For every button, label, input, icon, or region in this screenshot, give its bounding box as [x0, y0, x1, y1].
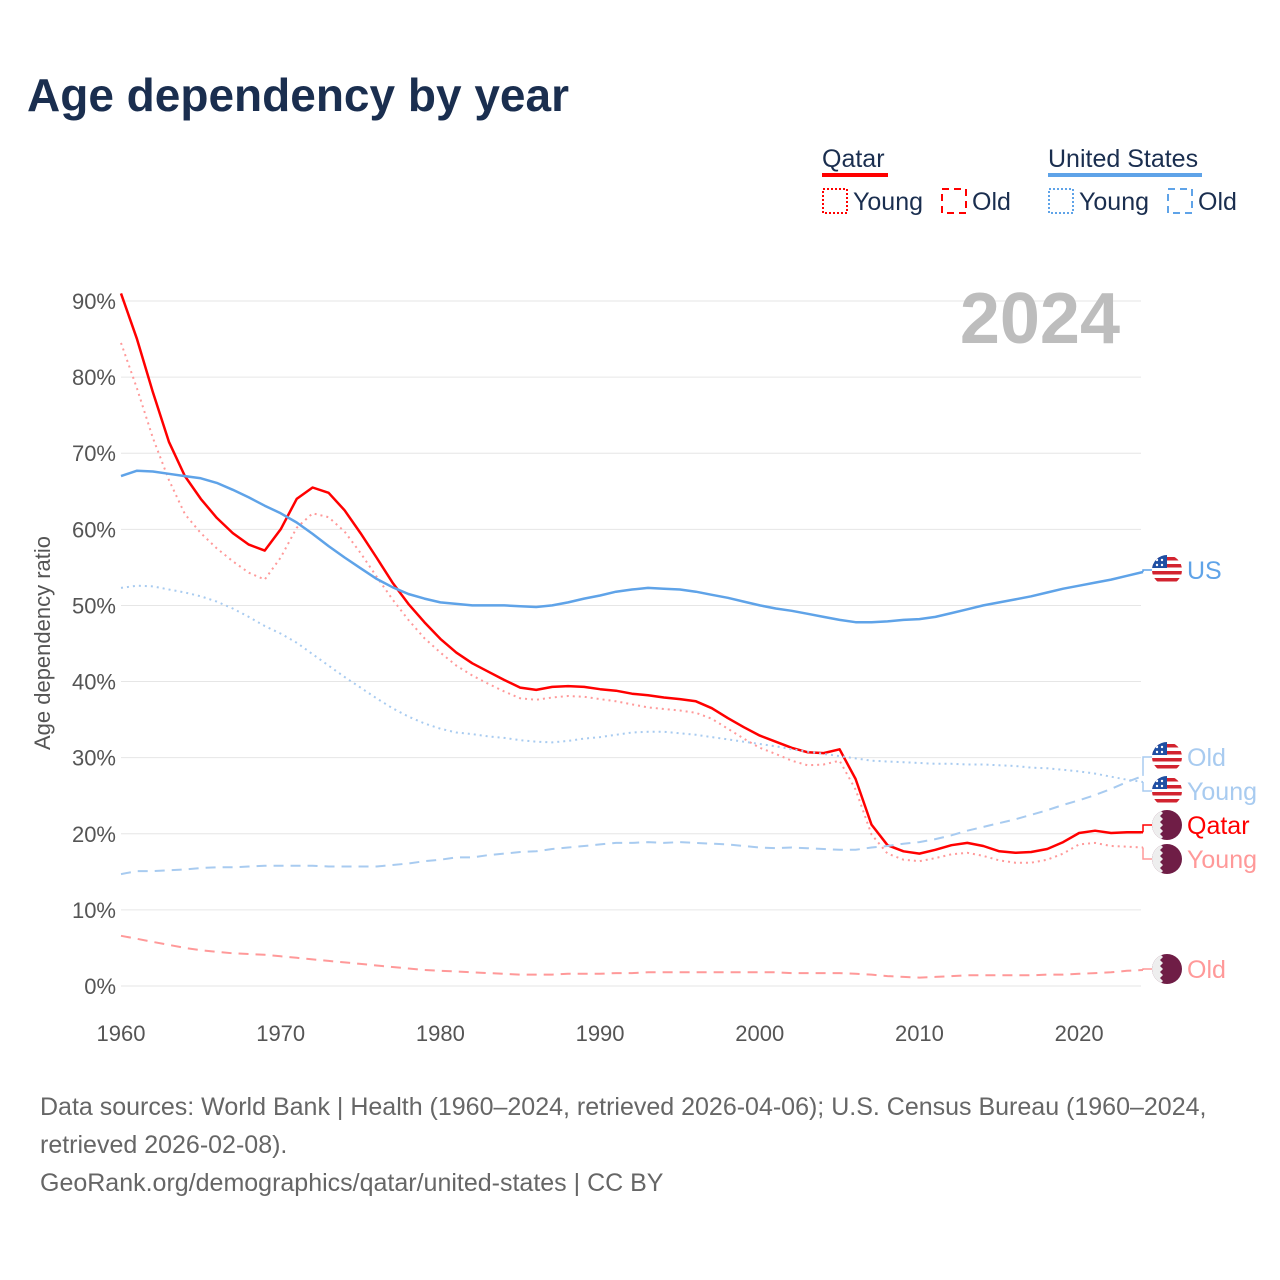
- y-tick-label: 10%: [72, 898, 116, 923]
- source-link[interactable]: GeoRank.org/demographics/qatar/united-st…: [40, 1169, 664, 1197]
- x-tick-label: 1960: [97, 1021, 146, 1046]
- legend-item-young[interactable]: Young: [1079, 188, 1149, 216]
- end-label-us_young: Young: [1187, 778, 1257, 806]
- end-label-qa_old: Old: [1187, 956, 1226, 984]
- legend-group-united-states[interactable]: United States: [1048, 145, 1198, 173]
- qatar-flag-icon: [1152, 954, 1182, 984]
- legend-swatch-young: [1048, 188, 1074, 214]
- x-tick-label: 1990: [576, 1021, 625, 1046]
- x-tick-label: 2010: [895, 1021, 944, 1046]
- y-tick-label: 0%: [84, 974, 116, 999]
- legend-swatch-old: [1167, 188, 1193, 214]
- series-line-united-states-young: [120, 584, 1144, 783]
- series-line-qatar-young: [120, 342, 1144, 864]
- y-tick-label: 40%: [72, 670, 116, 695]
- legend-swatch-total: [1048, 173, 1202, 177]
- us-flag-icon: [1152, 742, 1182, 772]
- y-tick-label: 20%: [72, 822, 116, 847]
- x-tick-label: 2000: [735, 1021, 784, 1046]
- y-tick-label: 60%: [72, 517, 116, 542]
- end-label-us_old: Old: [1187, 744, 1226, 772]
- series-line-united-states-old: [120, 774, 1144, 876]
- y-tick-label: 80%: [72, 365, 116, 390]
- qatar-flag-icon: [1152, 810, 1182, 840]
- year-watermark: 2024: [960, 279, 1120, 359]
- series-line-united-states: [120, 469, 1144, 624]
- end-label-connector: [1142, 782, 1152, 792]
- end-label-connector: [1142, 847, 1152, 860]
- legend-swatch-old: [941, 188, 967, 214]
- x-tick-label: 2020: [1055, 1021, 1104, 1046]
- end-label-connector: [1142, 569, 1152, 572]
- legend-swatch-young: [822, 188, 848, 214]
- y-tick-label: 30%: [72, 746, 116, 771]
- series-line-qatar-old: [120, 934, 1144, 979]
- y-tick-label: 90%: [72, 289, 116, 314]
- end-label-connector: [1142, 968, 1152, 971]
- us-flag-icon: [1152, 555, 1182, 585]
- y-axis-label: Age dependency ratio: [30, 536, 55, 750]
- end-label-connector: [1142, 824, 1152, 833]
- x-tick-label: 1970: [256, 1021, 305, 1046]
- legend-item-old[interactable]: Old: [1198, 188, 1237, 216]
- source-text: Data sources: World Bank | Health (1960–…: [40, 1093, 1207, 1159]
- x-tick-label: 1980: [416, 1021, 465, 1046]
- end-label-qa_total: Qatar: [1187, 812, 1250, 840]
- page-title: Age dependency by year: [27, 69, 569, 121]
- end-label-qa_young: Young: [1187, 846, 1257, 874]
- qatar-flag-icon: [1152, 844, 1182, 874]
- legend-item-young[interactable]: Young: [853, 188, 923, 216]
- chart: 0% 10% 20% 30% 40% 50% 60% 70% 80% 90% 1960 1970 198…: [30, 145, 1257, 1046]
- y-tick-label: 50%: [72, 593, 116, 618]
- y-tick-label: 70%: [72, 441, 116, 466]
- legend-swatch-total: [822, 173, 888, 177]
- legend-item-old[interactable]: Old: [972, 188, 1011, 216]
- legend-group-qatar[interactable]: Qatar: [822, 145, 885, 173]
- end-label-us_total: US: [1187, 557, 1222, 585]
- end-label-connector: [1142, 756, 1152, 776]
- source-note: Data sources: World Bank | Health (1960–…: [40, 1088, 1250, 1202]
- series-line-qatar: [119, 292, 1143, 855]
- us-flag-icon: [1152, 776, 1182, 806]
